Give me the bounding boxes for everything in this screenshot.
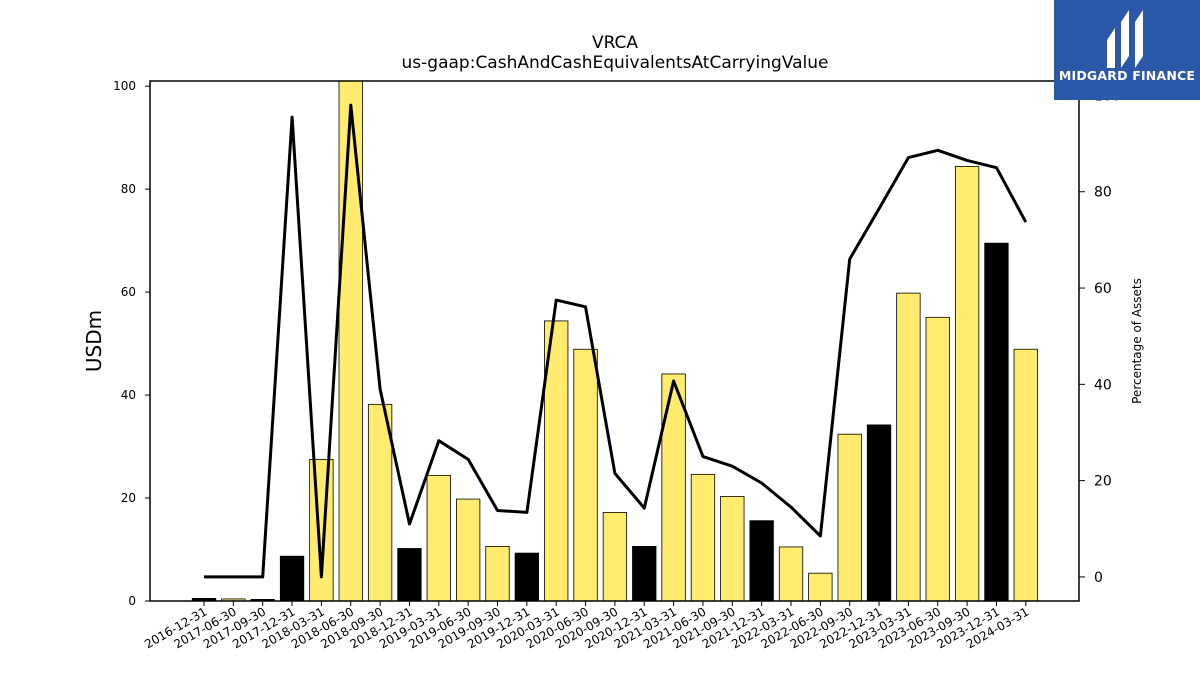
bar-2023-06-30 — [925, 316, 950, 602]
brand-logo: MIDGARD FINANCE — [1054, 0, 1200, 100]
bar-2020-12-31 — [632, 546, 657, 602]
bar-2017-12-31 — [279, 555, 305, 602]
y-tick-label: 20 — [121, 491, 136, 505]
y-axis-left: 0 20 40 60 80 100 — [113, 79, 150, 608]
y-axis-label: USDm — [82, 310, 106, 372]
y2-tick-label: 20 — [1094, 474, 1112, 490]
y-tick-label: 60 — [121, 285, 136, 299]
bar-2020-06-30 — [573, 348, 598, 602]
bar-2018-06-30 — [338, 80, 363, 602]
chart-subtitle: us-gaap:CashAndCashEquivalentsAtCarrying… — [402, 53, 829, 73]
bar-2022-06-30 — [808, 572, 833, 602]
y2-tick-label: 80 — [1094, 185, 1112, 201]
y-tick-label: 80 — [121, 182, 136, 196]
bar-2023-12-31 — [984, 242, 1009, 602]
bar-2022-03-31 — [778, 546, 804, 602]
bar-2020-09-30 — [602, 512, 628, 602]
midgard-logo-icon — [1107, 10, 1143, 68]
x-axis: 2016-12-312017-06-302017-09-302017-12-31… — [142, 601, 1031, 651]
bar-2019-06-30 — [455, 498, 481, 602]
bar-2021-09-30 — [720, 496, 745, 602]
y2-tick-label: 60 — [1094, 281, 1112, 297]
brand-name: MIDGARD FINANCE — [1058, 68, 1196, 83]
line-series — [203, 103, 1028, 579]
bar-2019-09-30 — [485, 546, 510, 602]
y2-tick-label: 40 — [1094, 377, 1112, 393]
bar-2021-12-31 — [749, 520, 774, 602]
bar-2024-03-31 — [1013, 348, 1038, 602]
bar-2022-12-31 — [866, 424, 892, 602]
bar-2019-12-31 — [514, 552, 539, 602]
bar-2022-09-30 — [837, 433, 862, 602]
bar-2023-09-30 — [954, 166, 980, 602]
bar-2023-03-31 — [896, 292, 921, 602]
bar-2019-03-31 — [426, 474, 451, 602]
y2-tick-label: 0 — [1094, 570, 1103, 586]
y-tick-label: 40 — [121, 388, 136, 402]
y-tick-label: 100 — [113, 79, 136, 93]
bar-2018-12-31 — [397, 548, 422, 602]
y-tick-label: 0 — [128, 594, 136, 608]
bar-2018-03-31 — [309, 459, 334, 602]
y2-axis-label: Percentage of Assets — [1130, 278, 1144, 404]
bar-2021-06-30 — [690, 473, 716, 602]
chart-title: VRCA — [592, 33, 638, 53]
bar-2021-03-31 — [661, 373, 686, 602]
